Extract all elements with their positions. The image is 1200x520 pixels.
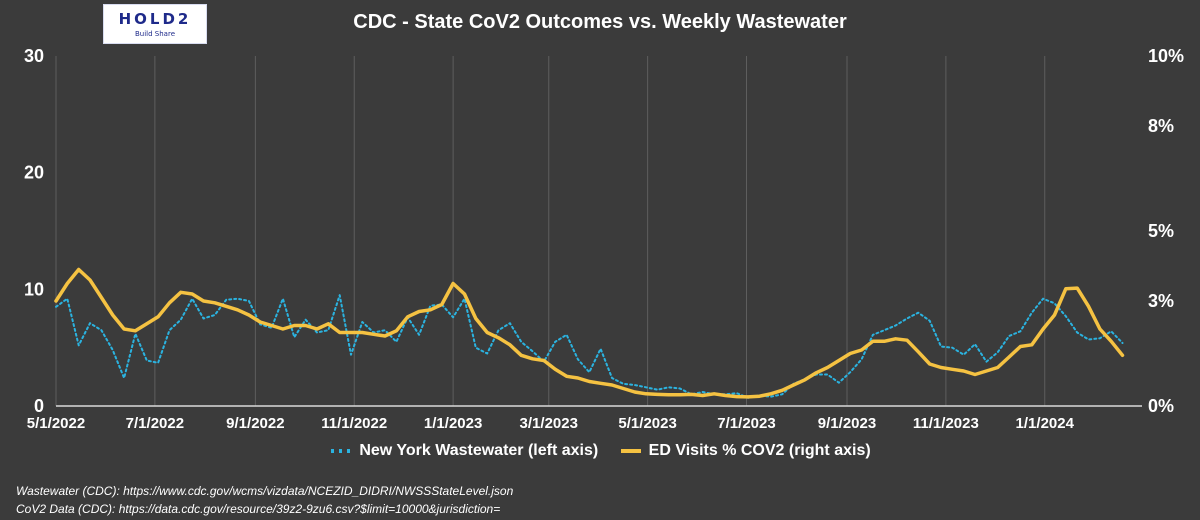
x-tick-label: 9/1/2023 [818,415,876,432]
x-tick-label: 3/1/2023 [520,415,578,432]
logo-text: HOLD2 [118,10,192,28]
source-cov2: CoV2 Data (CDC): https://data.cdc.gov/re… [16,502,501,516]
series-line-ed-visits [54,267,1125,399]
left-y-tick-label: 0 [34,396,44,416]
x-tick-label: 7/1/2023 [717,415,775,432]
left-y-tick-label: 10 [24,279,44,299]
line-chart: 5/1/2022 7/1/2022 9/1/2022 11/1/2022 1/1/202… [24,46,1184,432]
legend-item-wastewater: New York Wastewater (left axis) [329,442,598,460]
chart-legend: New York Wastewater (left axis) ED Visit… [0,442,1200,460]
x-tick-label: 1/1/2024 [1016,415,1075,432]
source-notes: Wastewater (CDC): https://www.cdc.gov/wc… [16,482,513,518]
source-wastewater: Wastewater (CDC): https://www.cdc.gov/wc… [16,484,514,498]
x-tick-label: 5/1/2023 [618,415,676,432]
chart-title: CDC - State CoV2 Outcomes vs. Weekly Was… [353,11,847,33]
x-tick-label: 1/1/2023 [424,415,482,432]
legend-label-ed-visits: ED Visits % COV2 (right axis) [648,442,871,459]
x-tick-label: 11/1/2023 [913,415,979,432]
series-line-wastewater [55,294,1124,399]
legend-label-wastewater: New York Wastewater (left axis) [359,442,599,459]
right-y-tick-label: 3% [1148,291,1174,311]
right-y-tick-label: 0% [1148,396,1174,416]
hold2-logo: HOLD2 Build Share [103,4,207,44]
right-y-tick-label: 5% [1148,221,1174,241]
right-y-tick-label: 10% [1148,46,1184,66]
logo-subtitle: Build Share [135,30,175,38]
left-y-tick-label: 30 [24,46,44,66]
legend-swatch-ed-visits [620,448,641,453]
right-y-tick-label: 8% [1148,116,1174,136]
left-y-tick-label: 20 [24,163,44,183]
x-tick-label: 7/1/2022 [126,415,184,432]
legend-swatch-wastewater [331,448,352,453]
legend-item-ed-visits: ED Visits % COV2 (right axis) [619,442,871,460]
x-tick-label: 9/1/2022 [226,415,284,432]
x-tick-label: 11/1/2022 [321,415,387,432]
x-tick-label: 5/1/2022 [27,415,85,432]
